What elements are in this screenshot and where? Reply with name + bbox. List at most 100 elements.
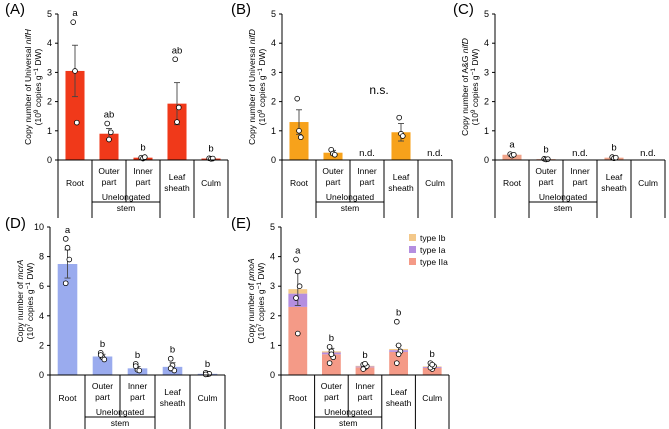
y-unit-part: (10 bbox=[470, 113, 480, 126]
bar bbox=[65, 70, 85, 160]
data-point bbox=[142, 154, 148, 160]
category-group-label: stem bbox=[111, 418, 129, 428]
y-axis-gene-name: pmoA bbox=[246, 258, 256, 282]
data-point bbox=[328, 351, 335, 358]
category-group-label: stem bbox=[341, 203, 359, 213]
y-tick-label: 5 bbox=[271, 9, 276, 19]
data-point bbox=[393, 318, 400, 325]
y-unit-exponent: 9 bbox=[257, 109, 264, 113]
y-tick-label: 1 bbox=[270, 340, 275, 350]
y-axis-unit-label: (107 copies g−1 DW) bbox=[25, 262, 35, 339]
category-label: Leaf bbox=[393, 172, 410, 182]
data-point bbox=[331, 151, 338, 158]
category-label: Root bbox=[66, 178, 85, 188]
y-axis-unit-label: (107 copies g−1 DW) bbox=[256, 262, 266, 339]
y-tick-label: 4 bbox=[47, 38, 52, 48]
data-point bbox=[294, 95, 301, 102]
y-unit-part: copies g bbox=[33, 75, 43, 109]
y-tick-label: 4 bbox=[270, 252, 275, 262]
data-point bbox=[108, 129, 114, 136]
y-axis-label: Copy number of A&G nifD bbox=[460, 38, 470, 136]
category-label: part bbox=[136, 177, 151, 187]
data-point bbox=[72, 68, 78, 74]
category-group-label: Unelongated bbox=[102, 192, 150, 202]
category-label: Culm bbox=[201, 178, 221, 188]
significance-label: b bbox=[396, 308, 401, 319]
y-tick-label: 2 bbox=[484, 97, 489, 107]
category-label: Root bbox=[289, 393, 308, 403]
category-label: sheath bbox=[601, 183, 627, 193]
category-label: Culm bbox=[422, 393, 442, 403]
y-unit-part: DW) bbox=[257, 48, 267, 68]
y-unit-exponent: 9 bbox=[33, 109, 40, 113]
significance-label: b bbox=[100, 339, 105, 350]
y-tick-label: 0 bbox=[47, 155, 52, 165]
significance-label: b bbox=[140, 142, 145, 153]
category-label: Inner bbox=[570, 166, 590, 176]
data-point bbox=[293, 295, 299, 301]
data-point bbox=[360, 366, 367, 372]
y-unit-exponent: −1 bbox=[470, 68, 477, 76]
significance-label: b bbox=[208, 144, 213, 155]
significance-label: a bbox=[295, 246, 301, 257]
y-unit-part: DW) bbox=[256, 262, 266, 282]
data-point bbox=[362, 360, 368, 367]
data-point bbox=[296, 283, 303, 290]
data-point bbox=[294, 268, 301, 275]
legend-swatch bbox=[409, 234, 416, 241]
y-unit-part: copies g bbox=[25, 289, 35, 323]
legend-swatch bbox=[409, 258, 416, 265]
data-point bbox=[136, 367, 143, 374]
y-unit-part: DW) bbox=[25, 262, 35, 282]
data-point bbox=[294, 330, 301, 337]
category-label: sheath bbox=[388, 183, 414, 193]
category-group-label: Unelongated bbox=[96, 407, 144, 417]
significance-label: a bbox=[72, 8, 78, 19]
data-point bbox=[106, 136, 112, 143]
category-label: Root bbox=[290, 178, 309, 188]
category-label: Root bbox=[503, 178, 522, 188]
y-axis-label: Copy number of mcrA bbox=[15, 259, 25, 342]
category-label: sheath bbox=[164, 183, 190, 193]
y-axis-gene-name: nifD bbox=[247, 29, 257, 44]
y-unit-part: copies g bbox=[256, 289, 266, 323]
category-label: Outer bbox=[321, 381, 342, 391]
category-label: part bbox=[95, 392, 110, 402]
y-axis-gene-name: nifH bbox=[23, 28, 33, 44]
significance-label: b bbox=[170, 345, 175, 356]
y-tick-label: 3 bbox=[270, 281, 275, 291]
significance-label: ab bbox=[104, 110, 115, 121]
y-unit-part: (10 bbox=[256, 327, 266, 340]
y-axis-label-text: Copy number of Universal bbox=[247, 44, 257, 145]
significance-label: b bbox=[135, 350, 140, 361]
data-point bbox=[395, 342, 402, 349]
panel-label: (C) bbox=[453, 1, 474, 18]
category-label: Leaf bbox=[390, 387, 407, 397]
y-unit-exponent: −1 bbox=[33, 68, 40, 76]
bar bbox=[92, 356, 113, 375]
legend-swatch bbox=[409, 246, 416, 253]
y-axis-label: Copy number of Universal nifH bbox=[23, 28, 33, 145]
data-point bbox=[101, 356, 108, 363]
y-tick-label: 0 bbox=[484, 155, 489, 165]
data-point bbox=[97, 352, 104, 358]
significance-label: ab bbox=[172, 45, 183, 56]
category-label: part bbox=[360, 177, 375, 187]
y-unit-part: copies g bbox=[257, 75, 267, 109]
data-point bbox=[132, 363, 139, 369]
category-label: Outer bbox=[322, 166, 343, 176]
data-point bbox=[174, 119, 180, 125]
category-label: Outer bbox=[535, 166, 556, 176]
y-unit-part: (10 bbox=[25, 327, 35, 340]
y-unit-part: (10 bbox=[257, 113, 267, 126]
y-tick-label: 6 bbox=[39, 281, 44, 291]
y-unit-exponent: −1 bbox=[25, 282, 32, 290]
y-tick-label: 10 bbox=[34, 222, 44, 232]
y-axis-gene-name: nifD bbox=[460, 38, 470, 53]
data-point bbox=[62, 236, 69, 242]
bar bbox=[99, 133, 119, 160]
significance-label: a bbox=[509, 139, 515, 150]
significance-label: b bbox=[543, 145, 548, 156]
panel-a: (A)Copy number of Universal nifH(109 cop… bbox=[5, 1, 229, 218]
